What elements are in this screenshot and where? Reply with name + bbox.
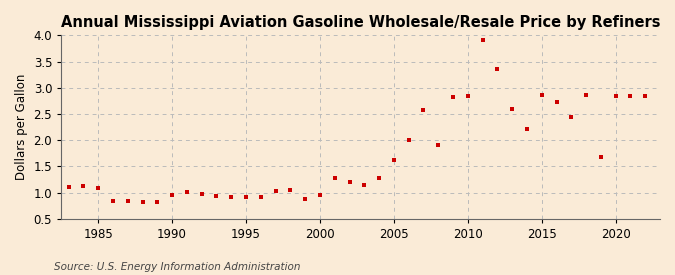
- Point: [462, 94, 473, 98]
- Point: [389, 158, 400, 162]
- Point: [566, 114, 576, 119]
- Point: [403, 138, 414, 142]
- Point: [537, 92, 547, 97]
- Point: [595, 155, 606, 160]
- Point: [418, 108, 429, 112]
- Point: [255, 194, 266, 199]
- Point: [137, 200, 148, 204]
- Point: [329, 176, 340, 181]
- Point: [344, 179, 355, 184]
- Point: [78, 183, 89, 188]
- Point: [580, 92, 591, 97]
- Text: Source: U.S. Energy Information Administration: Source: U.S. Energy Information Administ…: [54, 262, 300, 272]
- Point: [492, 67, 503, 71]
- Point: [433, 143, 443, 147]
- Point: [122, 199, 133, 204]
- Point: [300, 197, 310, 202]
- Point: [359, 183, 370, 187]
- Point: [315, 192, 325, 197]
- Point: [522, 126, 533, 131]
- Point: [167, 193, 178, 197]
- Point: [448, 94, 458, 99]
- Point: [196, 191, 207, 196]
- Point: [211, 194, 222, 198]
- Point: [226, 195, 237, 199]
- Point: [625, 94, 636, 98]
- Title: Annual Mississippi Aviation Gasoline Wholesale/Resale Price by Refiners: Annual Mississippi Aviation Gasoline Who…: [61, 15, 660, 30]
- Point: [285, 188, 296, 192]
- Point: [152, 200, 163, 204]
- Y-axis label: Dollars per Gallon: Dollars per Gallon: [15, 74, 28, 180]
- Point: [374, 176, 385, 181]
- Point: [610, 94, 621, 98]
- Point: [63, 185, 74, 189]
- Point: [182, 190, 192, 194]
- Point: [240, 195, 251, 199]
- Point: [507, 106, 518, 111]
- Point: [477, 38, 488, 42]
- Point: [270, 189, 281, 194]
- Point: [107, 199, 118, 203]
- Point: [551, 100, 562, 104]
- Point: [640, 94, 651, 98]
- Point: [92, 186, 103, 190]
